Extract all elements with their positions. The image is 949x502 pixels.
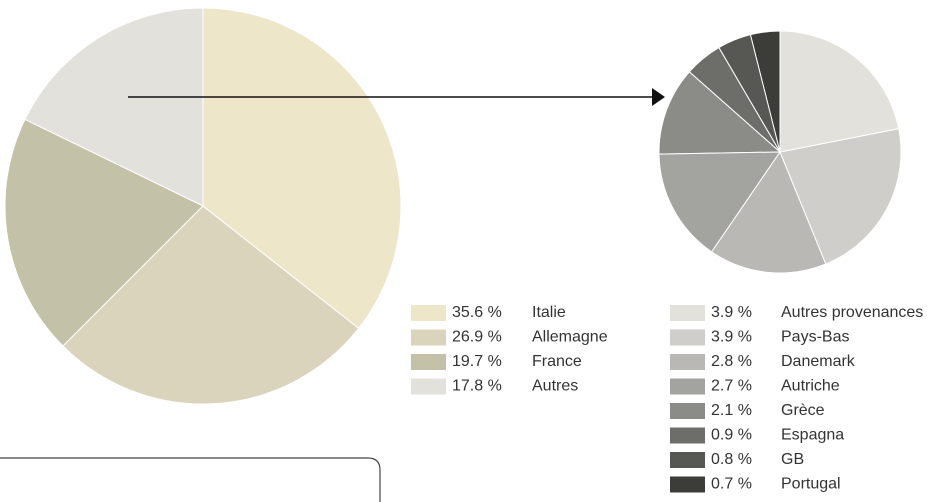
legend-value: 2.7 % [711, 378, 752, 395]
legend-value: 0.9 % [711, 427, 752, 444]
legend-value: 3.9 % [711, 304, 752, 321]
legend-swatch [411, 354, 446, 370]
legend-label: Pays-Bas [781, 329, 849, 346]
legend-label: France [532, 353, 582, 370]
legend-label: Espagna [781, 427, 844, 444]
legend-label: Autres provenances [781, 304, 923, 321]
legend-label: Grèce [781, 402, 825, 419]
pie-slice [779, 30, 900, 153]
legend-value: 0.8 % [711, 451, 752, 468]
legend-value: 19.7 % [452, 353, 502, 370]
legend-label: Portugal [781, 476, 841, 493]
legend-label: Autres [532, 378, 578, 395]
pie-slice [710, 150, 827, 274]
legend-swatch [670, 452, 705, 468]
pie-slice [62, 205, 360, 405]
legend-value: 2.8 % [711, 353, 752, 370]
legend-swatch [411, 378, 446, 395]
pie-slice [4, 118, 204, 347]
legend-swatch [670, 403, 705, 419]
legend-value: 17.8 % [452, 378, 502, 395]
legend-swatch [670, 305, 705, 321]
legend-swatch [411, 329, 446, 346]
legend-label: Italie [532, 304, 566, 321]
legend-value: 3.9 % [711, 329, 752, 346]
info-box [0, 457, 381, 502]
legend-label: Allemagne [532, 329, 608, 346]
legend-value: 2.1 % [711, 402, 752, 419]
arrow-head [652, 88, 665, 106]
legend-value: 35.6 % [452, 304, 502, 321]
legend-swatch [670, 427, 705, 444]
pie-slice [24, 7, 204, 207]
legend-swatch [670, 378, 705, 395]
pie-slice [202, 7, 402, 330]
legend-swatch [670, 329, 705, 346]
legend-label: Autriche [781, 378, 840, 395]
pie-slice [658, 151, 781, 253]
legend-label: GB [781, 451, 804, 468]
legend-label: Danemark [781, 353, 856, 370]
legend-value: 0.7 % [711, 476, 752, 493]
pie-slice [779, 128, 902, 265]
pie-slice [658, 71, 782, 155]
legend-swatch [670, 476, 705, 493]
legend-swatch [411, 305, 446, 321]
legend-value: 26.9 % [452, 329, 502, 346]
legend-swatch [670, 354, 705, 370]
